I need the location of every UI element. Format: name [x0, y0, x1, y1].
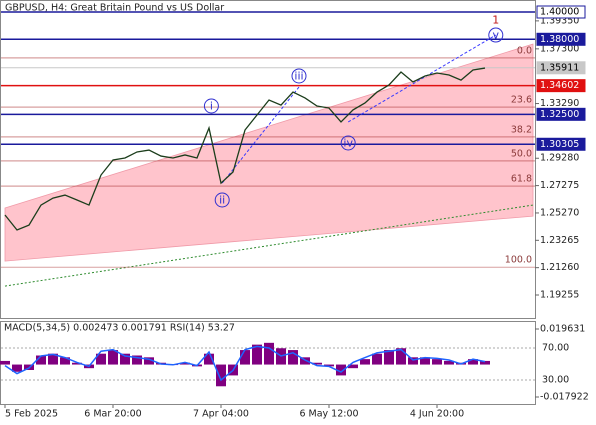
macd-bar	[360, 359, 370, 365]
wave-label: iv	[343, 136, 353, 149]
wave-label: 1	[492, 14, 499, 27]
x-tick-label: 4 Jun 20:00	[410, 409, 464, 420]
macd-bar	[468, 359, 478, 365]
macd-bar	[444, 360, 454, 365]
wave-circle	[291, 68, 307, 84]
level-box	[536, 5, 586, 19]
level-box	[536, 61, 586, 75]
fib-label: 38.2	[511, 124, 532, 135]
fib-label: 50.0	[511, 148, 532, 159]
y-tick-label: 1.39350	[540, 15, 579, 26]
x-tick-label: 5 Feb 2025	[5, 409, 58, 420]
macd-bar	[420, 357, 430, 365]
macd-bar	[180, 362, 190, 365]
macd-bar	[96, 353, 106, 365]
level-label: 1.40000	[540, 7, 579, 18]
y-tick-label: 1.37300	[540, 43, 579, 54]
macd-bar	[60, 357, 70, 365]
wave-line	[347, 34, 497, 123]
macd-bar	[312, 362, 322, 365]
macd-bar	[336, 364, 346, 376]
macd-bar	[432, 359, 442, 365]
wave-circle	[214, 192, 230, 208]
y2-tick-label: 70.00	[542, 343, 569, 354]
macd-bar	[108, 350, 118, 365]
y-tick-label: 1.23265	[540, 235, 579, 246]
sub-title: MACD(5,34,5) 0.002473 0.001791 RSI(14) 5…	[4, 323, 235, 334]
channel	[4, 43, 534, 262]
macd-bar	[288, 350, 298, 365]
chart-title: GBPUSD, H4: Great Britain Pound vs US Do…	[5, 3, 224, 14]
trend-line	[4, 204, 534, 287]
wave-label: ii	[219, 193, 225, 206]
macd-bar	[396, 348, 406, 365]
macd-bar	[252, 344, 262, 365]
x-tick-label: 6 Mar 20:00	[84, 409, 141, 420]
macd-bar	[204, 353, 214, 365]
y-tick-label: 0.019631	[540, 324, 585, 335]
macd-bar	[216, 364, 226, 387]
macd-bar	[144, 357, 154, 365]
macd-bar	[72, 362, 82, 365]
macd-bar	[132, 355, 142, 365]
level-box	[536, 107, 586, 121]
macd-bar	[348, 364, 358, 369]
macd-bar	[480, 360, 490, 365]
macd-bar	[0, 360, 10, 365]
level-label: 1.35911	[540, 62, 579, 73]
level-box	[536, 79, 586, 93]
macd-bar	[240, 350, 250, 365]
rsi-line	[4, 345, 486, 382]
wave-label: i	[210, 100, 213, 113]
level-label: 1.30305	[540, 139, 579, 150]
macd-bar	[36, 355, 46, 365]
x-tick-label: 6 May 12:00	[299, 409, 358, 420]
macd-bar	[264, 342, 274, 365]
y-tick-label: 1.21260	[540, 262, 579, 273]
macd-bar	[372, 353, 382, 365]
fib-label: 61.8	[511, 174, 532, 185]
wave-circle	[203, 98, 219, 114]
level-box	[536, 32, 586, 46]
level-label: 1.38000	[540, 34, 579, 45]
macd-bar	[120, 353, 130, 365]
macd-bar	[12, 364, 22, 372]
x-tick-label: 7 Apr 04:00	[193, 409, 249, 420]
macd-bar	[300, 357, 310, 365]
fib-label: 0.0	[517, 45, 532, 56]
wave-circle	[488, 27, 504, 43]
wave-circle	[340, 135, 356, 151]
y-tick-label: 1.29280	[540, 153, 579, 164]
y-tick-label: -0.017922	[540, 392, 589, 403]
wave-label: iii	[294, 69, 303, 82]
macd-bar	[324, 364, 334, 367]
wave-label: v	[493, 29, 500, 42]
y-tick-label: 1.33290	[540, 98, 579, 109]
y2-tick-label: 30.00	[542, 375, 569, 386]
level-label: 1.32500	[540, 109, 579, 120]
level-label: 1.34602	[540, 80, 579, 91]
y-tick-label: 1.25270	[540, 207, 579, 218]
price-line	[4, 67, 486, 231]
macd-bar	[408, 357, 418, 365]
fib-label: 23.6	[511, 95, 532, 106]
level-box	[536, 137, 586, 151]
y-tick-label: 1.19255	[540, 290, 579, 301]
fib-label: 100.0	[505, 255, 532, 266]
y-tick-label: 1.27275	[540, 180, 579, 191]
macd-bar	[48, 353, 58, 365]
macd-bar	[384, 350, 394, 365]
